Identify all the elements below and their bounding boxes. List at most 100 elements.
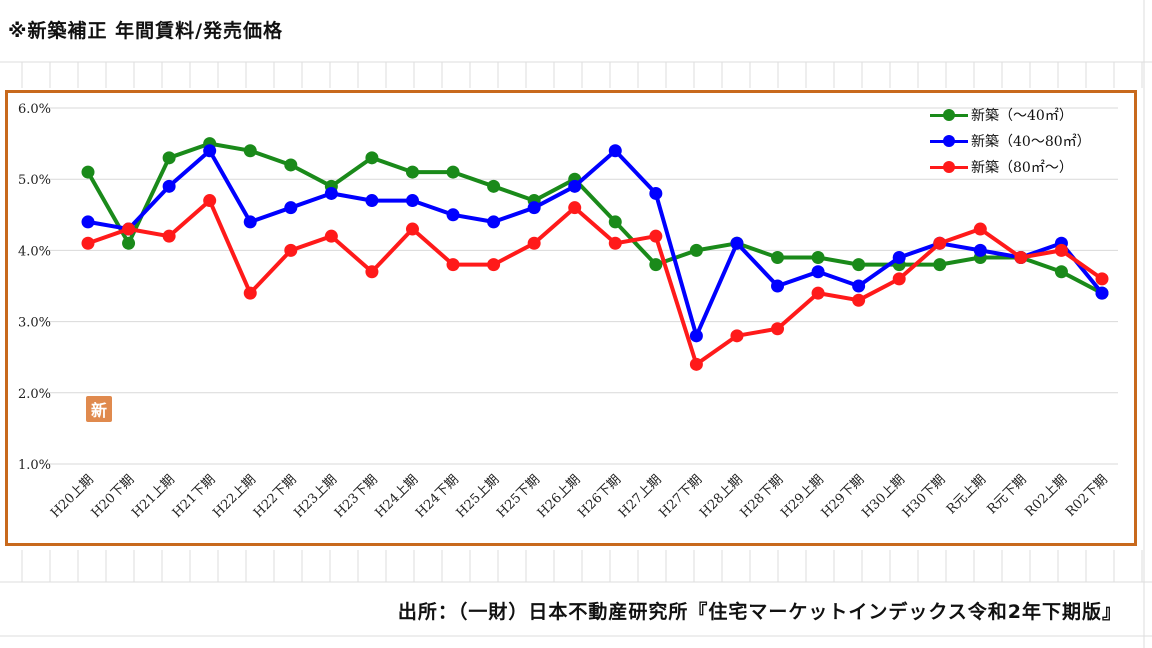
x-tick-label: H22上期	[210, 472, 259, 521]
series-2-point	[446, 208, 460, 222]
series-3-point	[771, 322, 785, 336]
x-tick-label: R元上期	[944, 472, 989, 517]
series-1-point	[811, 251, 825, 265]
series-1-point	[122, 236, 136, 250]
series-3-point	[243, 286, 257, 300]
y-tick-label: 4.0%	[18, 244, 51, 259]
series-3-point	[892, 272, 906, 286]
x-tick-label: H26下期	[575, 472, 624, 521]
series-3-point	[1095, 272, 1109, 286]
series-3-point	[446, 258, 460, 272]
series-3-point	[689, 357, 703, 371]
legend-swatch-series-3	[930, 161, 968, 173]
series-2-point	[1095, 286, 1109, 300]
series-2-point	[771, 279, 785, 293]
series-1-point	[81, 165, 95, 179]
x-tick-label: H22下期	[251, 472, 300, 521]
series-3-point	[284, 243, 298, 257]
series-2-point	[608, 144, 622, 158]
legend-swatch-series-1	[930, 109, 968, 121]
series-2-point	[203, 144, 217, 158]
series-2-point	[649, 186, 663, 200]
series-3-point	[933, 236, 947, 250]
legend-item-series-3: 新築（80㎡～）	[930, 154, 1091, 180]
series-1-point	[446, 165, 460, 179]
series-3-point	[487, 258, 501, 272]
series-1-point	[405, 165, 419, 179]
series-1-point	[608, 215, 622, 229]
series-3-point	[730, 329, 744, 343]
x-tick-label: H25上期	[454, 472, 503, 521]
series-2-point	[811, 265, 825, 279]
x-tick-label: H29下期	[819, 472, 868, 521]
series-1-point	[649, 258, 663, 272]
x-tick-label: H30上期	[859, 472, 908, 521]
legend-item-series-1: 新築（～40㎡）	[930, 102, 1091, 128]
series-3-point	[324, 229, 338, 243]
x-tick-label: H20下期	[89, 472, 138, 521]
series-2-point	[689, 329, 703, 343]
series-2-point	[81, 215, 95, 229]
series-3-point	[405, 222, 419, 236]
x-tick-label: H28下期	[738, 472, 787, 521]
series-3-point	[608, 236, 622, 250]
series-3-point	[852, 293, 866, 307]
series-3-point	[973, 222, 987, 236]
series-3-point	[81, 236, 95, 250]
series-3-point	[527, 236, 541, 250]
series-3-point	[649, 229, 663, 243]
chart-legend: 新築（～40㎡） 新築（40～80㎡） 新築（80㎡～）	[930, 102, 1091, 180]
series-2-point	[162, 179, 176, 193]
series-1-point	[852, 258, 866, 272]
new-badge: 新	[86, 396, 112, 422]
series-2-point	[284, 201, 298, 215]
series-2-point	[243, 215, 257, 229]
x-tick-label: R02上期	[1023, 472, 1071, 520]
series-2-point	[527, 201, 541, 215]
x-tick-label: H25下期	[494, 472, 543, 521]
legend-marker-series-3	[943, 161, 955, 173]
legend-swatch-series-2	[930, 135, 968, 147]
series-line-1	[86, 141, 1103, 295]
x-tick-label: H20上期	[48, 472, 97, 521]
page-title: ※新築補正 年間賃料/発売価格	[8, 20, 284, 42]
series-2-point	[405, 194, 419, 208]
y-tick-label: 5.0%	[18, 173, 51, 188]
series-1-point	[933, 258, 947, 272]
series-1-point	[162, 151, 176, 165]
series-2-point	[892, 251, 906, 265]
series-3-point	[811, 286, 825, 300]
series-3-point	[1014, 251, 1028, 265]
x-tick-label: H28上期	[697, 472, 746, 521]
legend-label-series-2: 新築（40～80㎡）	[971, 134, 1091, 150]
series-2-point	[487, 215, 501, 229]
y-tick-label: 2.0%	[18, 387, 51, 402]
series-3-point	[365, 265, 379, 279]
series-1-point	[689, 243, 703, 257]
series-1-point	[243, 144, 257, 158]
x-tick-label: H29上期	[778, 472, 827, 521]
x-tick-label: H24上期	[373, 472, 422, 521]
x-tick-label: R02下期	[1063, 472, 1111, 520]
legend-label-series-3: 新築（80㎡～）	[971, 160, 1073, 176]
series-1-point	[284, 158, 298, 172]
series-1-point	[1054, 265, 1068, 279]
x-tick-label: H27上期	[616, 472, 665, 521]
y-tick-label: 3.0%	[18, 316, 51, 331]
x-tick-label: H23上期	[291, 472, 340, 521]
x-tick-label: H30下期	[900, 472, 949, 521]
series-3-point	[122, 222, 136, 236]
series-line-3	[87, 198, 1104, 367]
series-3-point	[162, 229, 176, 243]
series-3-point	[1054, 243, 1068, 257]
series-3-point	[203, 194, 217, 208]
y-tick-label: 1.0%	[18, 458, 51, 473]
y-tick-label: 6.0%	[18, 102, 51, 117]
legend-marker-series-1	[943, 109, 955, 121]
legend-label-series-1: 新築（～40㎡）	[971, 108, 1073, 124]
x-tick-label: H26上期	[535, 472, 584, 521]
series-3-point	[568, 201, 582, 215]
series-2-point	[973, 243, 987, 257]
source-note: 出所：（一財）日本不動産研究所『住宅マーケットインデックス令和2年下期版』	[397, 601, 1122, 623]
